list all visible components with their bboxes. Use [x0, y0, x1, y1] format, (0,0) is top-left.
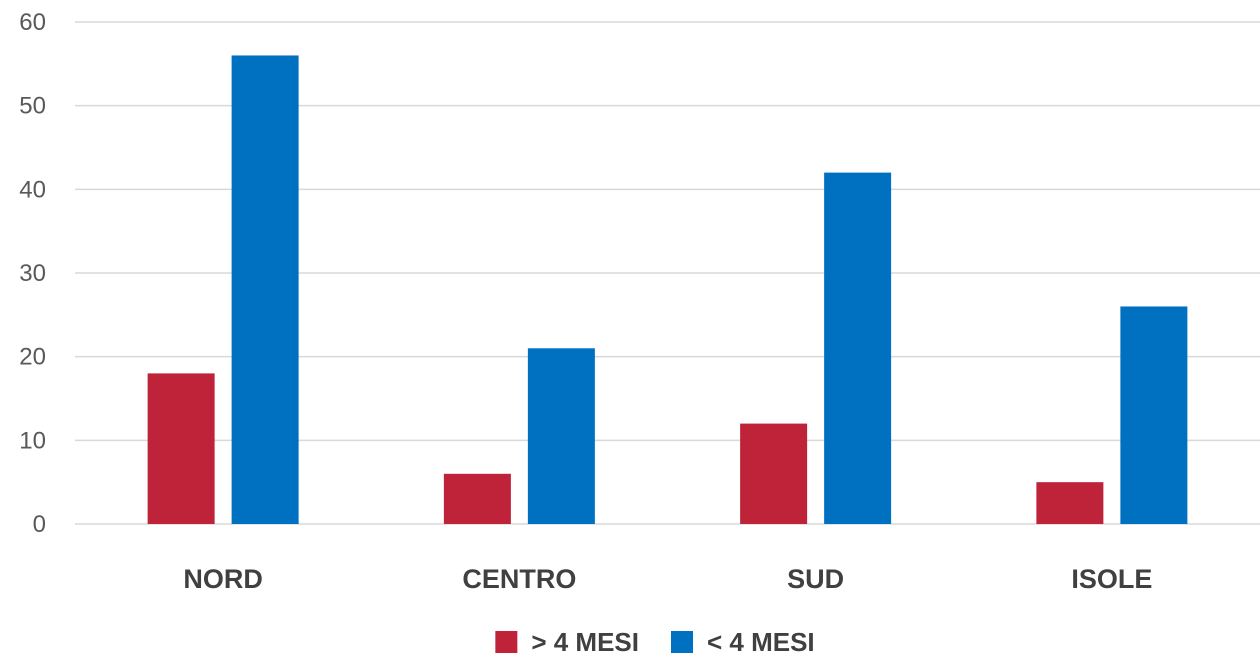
bar-centro-series-1	[443, 473, 511, 524]
bar-nord-series-2	[231, 55, 299, 524]
bar-nord-series-1	[147, 373, 215, 524]
legend-label: > 4 MESI	[531, 627, 639, 657]
legend-item: > 4 MESI	[495, 627, 639, 657]
x-tick-label-nord: NORD	[183, 564, 263, 594]
y-tick-label: 20	[19, 344, 46, 371]
legend: > 4 MESI < 4 MESI	[495, 627, 815, 657]
x-tick-label-centro: CENTRO	[462, 564, 576, 594]
y-tick-label: 60	[19, 9, 46, 36]
bar-centro-series-2	[527, 348, 595, 524]
bar-isole-series-1	[1036, 482, 1104, 524]
x-tick-label-isole: ISOLE	[1071, 564, 1152, 594]
x-axis-ticks: NORD CENTRO SUD ISOLE	[183, 564, 1152, 594]
bar-sud-series-1	[740, 423, 808, 524]
bar-sud-series-2	[824, 172, 892, 524]
bars	[147, 55, 1188, 524]
y-tick-label: 50	[19, 93, 46, 120]
legend-item: < 4 MESI	[671, 627, 815, 657]
y-tick-label: 40	[19, 176, 46, 203]
legend-swatch	[495, 631, 518, 653]
y-tick-label: 0	[33, 511, 46, 538]
y-tick-label: 10	[19, 427, 46, 454]
bar-isole-series-2	[1120, 306, 1188, 524]
x-tick-label-sud: SUD	[787, 564, 844, 594]
y-axis-ticks: 0 10 20 30 40 50 60	[19, 9, 46, 538]
legend-label: < 4 MESI	[707, 627, 815, 657]
y-tick-label: 30	[19, 260, 46, 287]
legend-swatch	[671, 631, 693, 653]
